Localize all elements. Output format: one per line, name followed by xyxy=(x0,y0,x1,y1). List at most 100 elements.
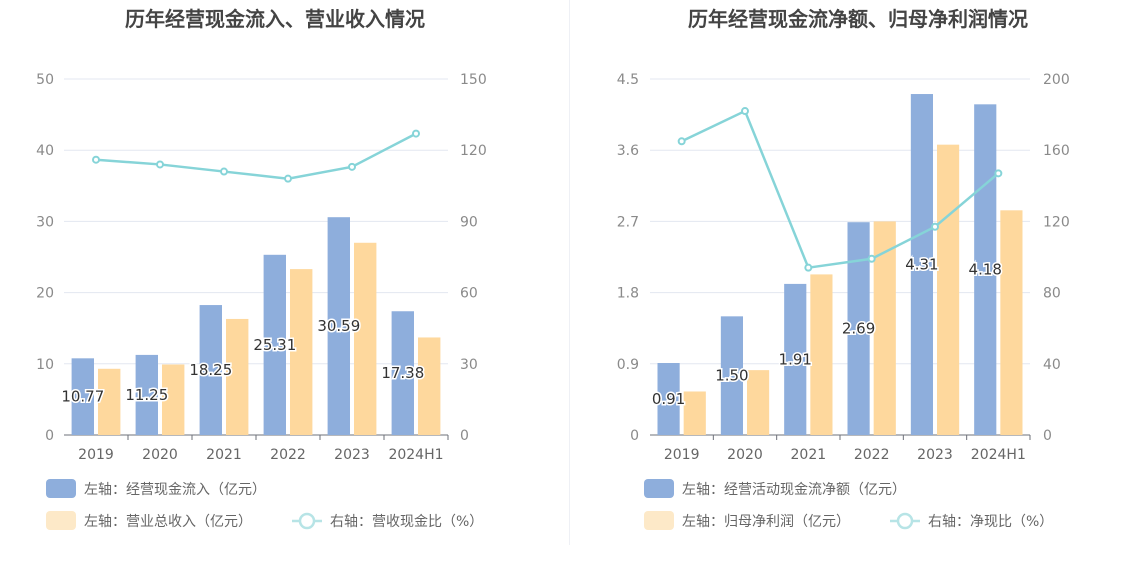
y-right-tick-label: 60 xyxy=(460,286,478,302)
bar-data-label: 25.31 xyxy=(253,336,296,354)
legend-label: 左轴：经营现金流入（亿元） xyxy=(84,482,266,498)
line-point xyxy=(867,254,876,263)
bar-secondary xyxy=(290,269,313,435)
y-left-tick-label: 50 xyxy=(36,72,54,88)
x-tick-label: 2020 xyxy=(142,447,178,463)
bar-data-label: 4.31 xyxy=(905,256,938,274)
bar-secondary xyxy=(1000,210,1023,435)
x-tick-label: 2024H1 xyxy=(388,447,443,463)
y-left-tick-label: 0 xyxy=(630,428,639,444)
y-right-tick-label: 0 xyxy=(1043,428,1052,444)
bar-primary xyxy=(391,311,414,435)
bar-data-label: 18.25 xyxy=(189,361,232,379)
y-right-tick-label: 160 xyxy=(1043,143,1070,159)
y-left-tick-label: 1.8 xyxy=(617,286,639,302)
bar-data-label: 0.91 xyxy=(652,390,685,408)
x-tick-label: 2021 xyxy=(791,447,827,463)
y-left-tick-label: 3.6 xyxy=(617,143,639,159)
legend-swatch xyxy=(644,479,674,498)
bar-data-label: 1.50 xyxy=(715,367,748,385)
line-point xyxy=(412,129,420,138)
chart-title: 历年经营现金流入、营业收入情况 xyxy=(125,7,425,31)
x-tick-label: 2019 xyxy=(664,447,700,463)
line-point xyxy=(284,174,292,183)
y-left-tick-label: 30 xyxy=(36,214,54,230)
x-tick-label: 2021 xyxy=(206,447,242,463)
bar-secondary xyxy=(354,242,377,435)
line-point xyxy=(220,167,228,176)
x-tick-label: 2023 xyxy=(917,447,953,463)
y-right-tick-label: 0 xyxy=(460,428,469,444)
x-tick-label: 2022 xyxy=(854,447,890,463)
y-right-tick-label: 40 xyxy=(1043,357,1061,373)
bar-data-label: 30.59 xyxy=(317,317,360,335)
bar-primary xyxy=(327,217,350,435)
bar-secondary xyxy=(937,144,960,435)
line-point xyxy=(994,169,1003,178)
y-right-tick-label: 30 xyxy=(460,357,478,373)
line-point xyxy=(931,222,939,231)
bar-data-label: 17.38 xyxy=(381,364,424,382)
line-series xyxy=(95,132,417,180)
y-right-tick-label: 120 xyxy=(460,143,487,159)
legend-swatch xyxy=(46,511,76,530)
y-right-tick-label: 200 xyxy=(1043,72,1070,88)
bar-data-label: 4.18 xyxy=(969,261,1002,279)
bar-primary xyxy=(974,104,997,435)
bar-primary xyxy=(847,222,870,435)
bar-secondary xyxy=(873,221,896,435)
bar-data-label: 10.77 xyxy=(61,388,104,406)
y-left-tick-label: 10 xyxy=(36,357,54,373)
line-point xyxy=(677,137,686,146)
y-right-tick-label: 120 xyxy=(1043,214,1070,230)
x-tick-label: 2022 xyxy=(270,447,306,463)
legend-line-marker xyxy=(298,512,316,530)
y-left-tick-label: 2.7 xyxy=(617,214,639,230)
bar-primary xyxy=(263,254,286,435)
bar-primary xyxy=(199,305,222,435)
bar-secondary xyxy=(418,337,441,435)
bar-secondary xyxy=(810,274,833,435)
chart-group: 历年经营现金流入、营业收入情况 0 0 10 30 20 60 30 90 40 120 50 150 2… xyxy=(36,7,487,530)
x-tick-label: 2020 xyxy=(727,447,763,463)
legend-line-marker xyxy=(896,512,914,530)
line-point xyxy=(348,162,356,171)
line-series xyxy=(681,109,1000,270)
x-tick-label: 2023 xyxy=(334,447,370,463)
legend-swatch xyxy=(46,479,76,498)
bar-primary xyxy=(657,363,680,435)
bar-secondary xyxy=(683,391,706,435)
legend-label: 左轴：归母净利润（亿元） xyxy=(682,513,850,530)
bar-primary xyxy=(135,354,158,435)
line-point xyxy=(156,160,164,169)
bar-data-label: 11.25 xyxy=(125,386,168,404)
panel-divider xyxy=(569,0,570,545)
legend-label: 右轴：营收现金比（%） xyxy=(330,514,483,530)
bar-secondary xyxy=(226,318,249,435)
bar-data-label: 1.91 xyxy=(779,350,812,368)
y-left-tick-label: 4.5 xyxy=(617,72,639,88)
legend-label: 右轴：净现比（%） xyxy=(928,514,1053,530)
y-right-tick-label: 150 xyxy=(460,72,487,88)
chart-left: 历年经营现金流入、营业收入情况 0 0 10 30 20 60 30 90 40 120 50 150 2… xyxy=(36,7,487,530)
chart-panel-left: 历年经营现金流入、营业收入情况 0 0 10 30 20 60 30 90 40 120 50 150 2… xyxy=(36,7,487,530)
y-right-tick-label: 90 xyxy=(460,214,478,230)
y-left-tick-label: 40 xyxy=(36,143,54,159)
y-left-tick-label: 0 xyxy=(45,428,54,444)
line-point xyxy=(804,263,813,272)
legend-swatch xyxy=(644,511,674,530)
bar-secondary xyxy=(162,364,185,435)
legend-label: 左轴：经营活动现金流净额（亿元） xyxy=(682,482,906,498)
bar-secondary xyxy=(747,370,770,435)
y-right-tick-label: 80 xyxy=(1043,286,1061,302)
x-tick-label: 2024H1 xyxy=(971,447,1026,463)
line-point xyxy=(741,107,749,116)
bar-primary xyxy=(720,316,743,435)
chart-group: 历年经营现金流净额、归母净利润情况 0 0 0.9 40 1.8 80 2.7 120 3.6 16… xyxy=(617,7,1070,530)
chart-panel-right: 历年经营现金流净额、归母净利润情况 0 0 0.9 40 1.8 80 2.7 120 3.6 16… xyxy=(567,0,1134,582)
chart-title: 历年经营现金流净额、归母净利润情况 xyxy=(688,7,1028,31)
y-left-tick-label: 20 xyxy=(36,286,54,302)
bar-secondary xyxy=(98,368,121,435)
x-tick-label: 2019 xyxy=(78,447,114,463)
legend-label: 左轴：营业总收入（亿元） xyxy=(84,514,252,530)
